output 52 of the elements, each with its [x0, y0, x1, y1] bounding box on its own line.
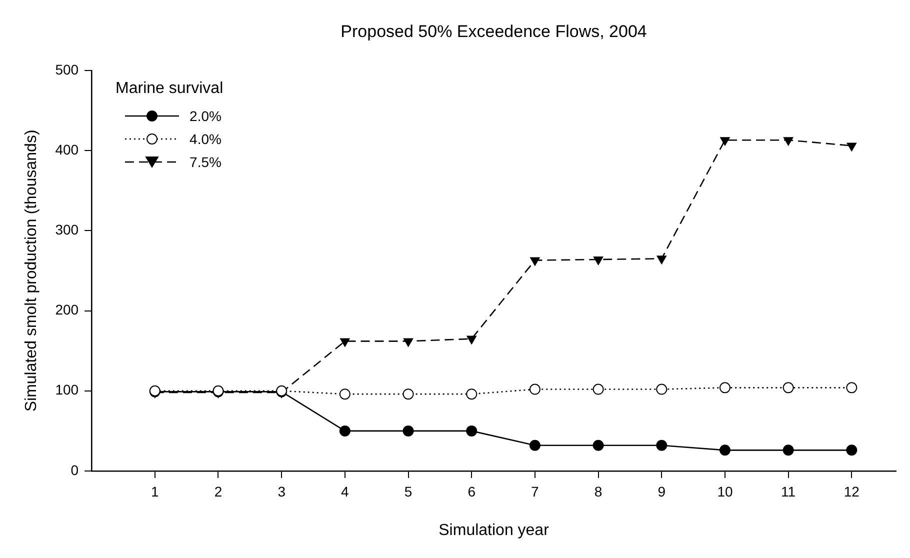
x-tick-label: 8: [594, 483, 602, 500]
x-tick-label: 11: [781, 483, 796, 500]
point: [466, 425, 478, 436]
x-tick-label: 3: [278, 483, 286, 500]
x-tick-label: 9: [658, 483, 666, 500]
point: [846, 444, 858, 456]
x-tick-label: 2: [214, 483, 222, 500]
point: [592, 384, 604, 395]
point: [592, 440, 604, 451]
x-tick-label: 12: [844, 483, 860, 500]
legend-label: 4.0%: [190, 130, 222, 147]
point: [782, 444, 794, 456]
x-tick-label: 10: [717, 483, 733, 500]
legend-label: 7.5%: [190, 154, 222, 170]
x-tick-label: 6: [468, 483, 476, 500]
point: [466, 336, 476, 344]
point: [530, 257, 540, 266]
point: [656, 256, 666, 264]
point: [339, 425, 350, 436]
point: [466, 388, 478, 400]
x-tick-label: 4: [341, 483, 350, 500]
point: [402, 425, 414, 436]
x-tick-label: 5: [404, 483, 412, 500]
y-tick-label: 100: [55, 382, 79, 398]
y-axis-title: Simulated smolt production (thousands): [23, 130, 40, 412]
point: [783, 137, 794, 146]
point: [529, 440, 540, 451]
point: [782, 382, 794, 394]
x-tick-label: 7: [531, 483, 540, 500]
legend-title: Marine survival: [116, 80, 224, 98]
x-tick-label: 1: [151, 483, 159, 500]
y-tick-label: 0: [70, 462, 79, 478]
point: [403, 338, 414, 347]
point: [402, 388, 414, 400]
point: [720, 137, 730, 146]
x-axis-title: Simulation year: [438, 522, 550, 539]
y-tick-label: 500: [55, 61, 79, 78]
point: [593, 256, 604, 265]
point: [656, 384, 668, 395]
legend-label: 2.0%: [190, 108, 222, 124]
chart-title: Proposed 50% Exceedence Flows, 2004: [340, 22, 647, 41]
point: [340, 338, 350, 347]
point: [719, 444, 730, 456]
point: [719, 382, 730, 394]
point: [846, 142, 856, 152]
point: [656, 440, 668, 451]
y-tick-label: 200: [55, 302, 79, 318]
point: [846, 382, 858, 394]
point: [529, 384, 540, 395]
y-tick-label: 300: [55, 222, 79, 238]
point: [339, 388, 350, 400]
y-tick-label: 400: [55, 141, 79, 158]
